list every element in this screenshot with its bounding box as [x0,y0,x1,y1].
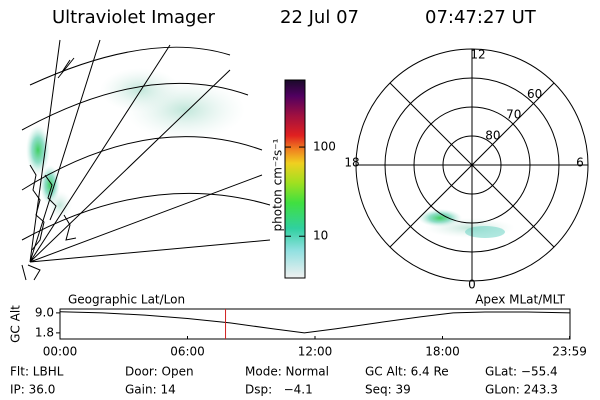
date: 22 Jul 07 [280,7,359,28]
status-field: GLon: 243.3 [485,383,558,397]
status-field: GC Alt: 6.4 Re [365,365,449,379]
right-label: Apex MLat/MLT [475,293,565,307]
x-tick-label: 12:00 [298,345,333,359]
footer: Flt: LBHL Door: Open Mode: Normal GC Alt: 6… [10,365,558,397]
status-field: Seq: 39 [365,383,411,397]
title: Ultraviolet Imager [52,7,216,28]
status-field: IP: 36.0 [10,383,55,397]
lat-ring-label: 80 [485,129,500,143]
lat-ring-label: 70 [506,108,521,122]
plot-frame [59,308,571,340]
x-tick-label: 18:00 [425,345,460,359]
status-field: Dsp: −4.1 [245,383,313,397]
x-tick-label: 06:00 [170,345,205,359]
colorbar-tick-label: 100 [313,140,336,154]
lat-ring [384,77,560,253]
left-label: Geographic Lat/Lon [68,293,185,307]
colorbar-label: photon cm⁻²s⁻¹ [271,138,285,231]
y-tick-label: 9.0 [35,305,54,319]
x-tick-label: 00:00 [43,345,78,359]
y-axis-label: GC Alt [9,305,23,343]
status-field: GLat: −55.4 [485,365,558,379]
status-field: Door: Open [125,365,194,379]
mlt-label: 6 [576,156,584,170]
status-field: Flt: LBHL [10,365,64,379]
x-tick-label: 23:59 [552,345,587,359]
colorbar [284,79,306,279]
lat-ring [442,135,502,195]
altitude-line [59,311,571,334]
mlt-label: 18 [344,156,359,170]
geo-map [21,39,271,281]
mlt-label: 0 [468,278,476,292]
lat-ring [413,106,531,224]
polar-plot [355,48,589,282]
mlt-label: 12 [470,48,485,62]
time: 07:47:27 UT [425,7,537,28]
colorbar-tick-label: 10 [313,229,328,243]
status-field: Gain: 14 [125,383,176,397]
y-tick-label: 1.8 [35,325,54,339]
status-field: Mode: Normal [245,365,329,379]
lat-ring-label: 60 [527,87,542,101]
